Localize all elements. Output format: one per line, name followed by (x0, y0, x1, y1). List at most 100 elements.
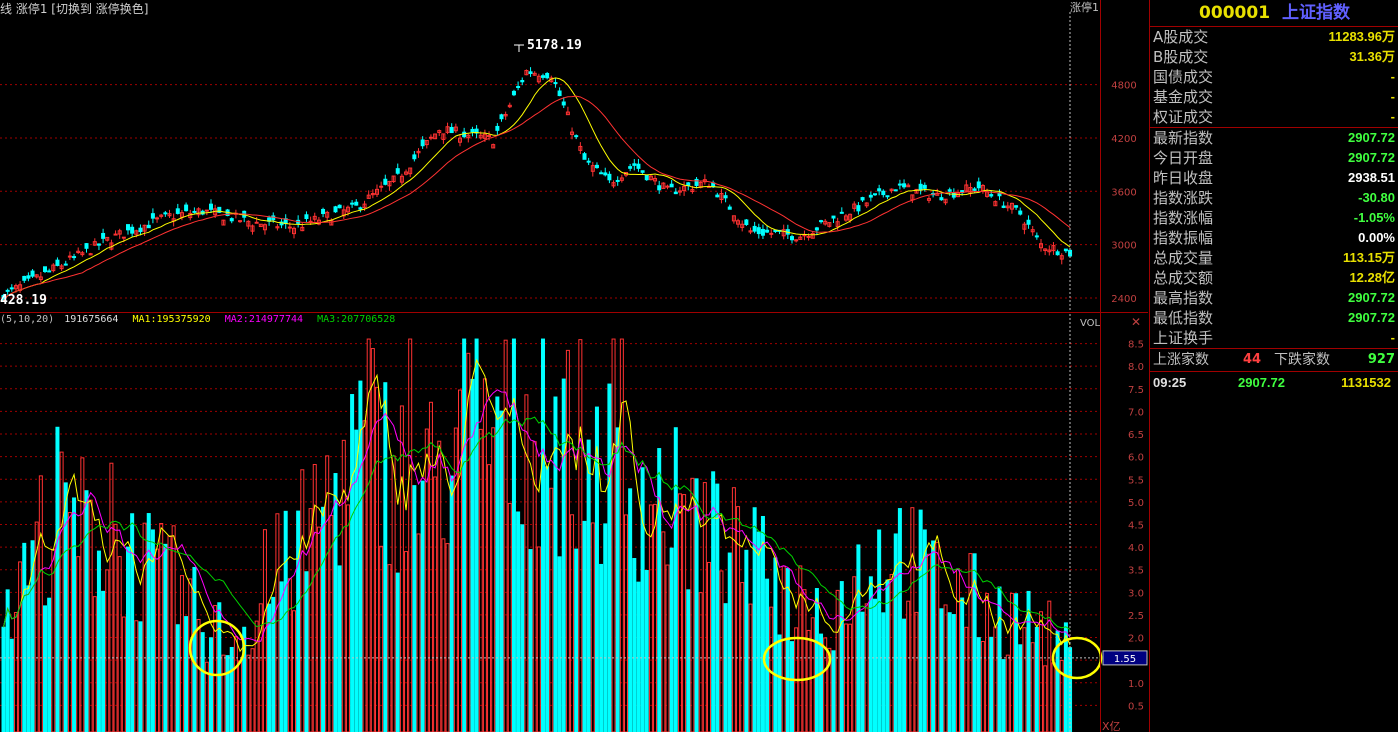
volume-bar (279, 581, 284, 732)
volume-bar (113, 523, 118, 732)
volume-bar (603, 523, 608, 732)
candle-body (906, 184, 911, 188)
index-stats-group: 最新指数 2907.72 今日开盘 2907.72 昨日收盘 2938.51 指数涨跌 -30… (1150, 128, 1398, 349)
volume-bar (860, 611, 865, 732)
volume-bar (458, 389, 462, 732)
candle-body (441, 133, 446, 140)
stat-value: 2907.72 (1348, 290, 1395, 305)
candle-body (914, 188, 919, 194)
volume-bar (238, 660, 243, 732)
volume-params: (5,10,20) (0, 314, 55, 325)
chart-area[interactable]: 线 涨停1 [切换到 涨停换色] 4800 4200 3600 3000 2400 517… (0, 0, 1148, 732)
axis-divider (1100, 0, 1101, 732)
volume-bar (769, 606, 774, 732)
candle-body (487, 135, 492, 138)
volume-bar (329, 515, 334, 732)
candle-body (321, 208, 326, 214)
candle-body (1018, 210, 1023, 215)
candle-body (873, 193, 877, 196)
stat-value: 2907.72 (1348, 130, 1395, 145)
candle-body (632, 163, 637, 166)
price-chart[interactable]: 4800 4200 3600 3000 2400 5178.19 428.19 涨停1 (0, 0, 1148, 312)
candle-body (491, 144, 496, 149)
volume-bar (582, 520, 587, 732)
volume-bar (843, 623, 848, 732)
close-icon[interactable]: ✕ (1131, 315, 1141, 329)
volume-bar (918, 509, 923, 732)
volume-bar (1051, 662, 1056, 732)
candle-body (520, 80, 525, 83)
stat-row: A股成交 11283.96万 (1150, 27, 1398, 47)
volume-bar (209, 637, 213, 732)
price-y-tick: 3600 (1111, 187, 1136, 198)
price-ma-line (3, 77, 1071, 301)
volume-bar (105, 569, 110, 732)
candle-body (420, 139, 425, 147)
stat-label: A股成交 (1153, 28, 1209, 46)
stat-row: 最低指数 2907.72 (1150, 308, 1398, 328)
volume-bar (1018, 644, 1023, 732)
candle-body (541, 75, 545, 78)
volume-bar (292, 610, 296, 732)
candle-body (217, 206, 222, 213)
candle-body (864, 202, 869, 207)
candle-body (142, 224, 147, 232)
volume-bar (221, 654, 226, 732)
candle-body (379, 185, 384, 188)
candle-body (665, 185, 670, 188)
volume-bar (163, 543, 168, 732)
volume-bar (366, 338, 371, 732)
volume-chart[interactable]: 8.5 8.0 7.5 7.0 6.5 6.0 5.5 5.0 4.5 4.0 3.5 3.0 2.5 2… (0, 314, 1148, 732)
volume-bar (814, 588, 819, 732)
candle-body (653, 178, 658, 182)
volume-bar (615, 427, 620, 732)
down-label: 下跌家数 (1274, 352, 1330, 368)
candle-body (395, 168, 400, 174)
candle-body (408, 167, 413, 175)
candle-body (325, 211, 330, 218)
candle-body (80, 252, 85, 256)
volume-y-tick: 2.0 (1128, 634, 1144, 645)
candle-body (819, 220, 824, 223)
volume-bar (578, 339, 583, 732)
candle-body (648, 175, 653, 181)
candle-body (640, 170, 645, 173)
low-label: 428.19 (0, 293, 47, 308)
volume-bar (395, 572, 400, 732)
volume-y-tick: 3.0 (1128, 588, 1144, 599)
volume-bar (213, 605, 218, 732)
candle-body (254, 221, 259, 224)
volume-bar (362, 420, 367, 732)
stat-value: 11283.96万 (1328, 29, 1395, 44)
candle-body (507, 104, 512, 108)
volume-bar (424, 428, 429, 732)
volume-bar (561, 378, 566, 732)
volume-bar (972, 553, 977, 732)
price-y-tick: 4800 (1111, 81, 1136, 92)
candle-body (362, 203, 367, 209)
candle-body (184, 204, 189, 212)
candle-body (117, 230, 122, 235)
stat-row: 国债成交 - (1150, 67, 1398, 87)
candle-body (586, 160, 591, 163)
candle-body (918, 183, 923, 191)
candle-body (88, 253, 93, 256)
stat-label: 指数振幅 (1153, 229, 1214, 247)
volume-bar (383, 382, 388, 732)
candle-body (889, 188, 894, 192)
volume-bar (478, 428, 483, 732)
volume-bar (619, 338, 624, 732)
candle-body (719, 193, 724, 200)
volume-bar (777, 634, 782, 732)
candle-body (358, 207, 363, 210)
volume-bar (599, 563, 604, 732)
volume-bar (989, 636, 994, 732)
volume-bar (511, 338, 516, 732)
volume-y-tick: 5.0 (1128, 498, 1144, 509)
volume-bar (462, 338, 467, 732)
volume-bar (117, 556, 122, 732)
volume-bar (18, 561, 23, 732)
volume-bar (889, 573, 894, 732)
candle-body (478, 134, 483, 139)
volume-bar (686, 589, 691, 732)
